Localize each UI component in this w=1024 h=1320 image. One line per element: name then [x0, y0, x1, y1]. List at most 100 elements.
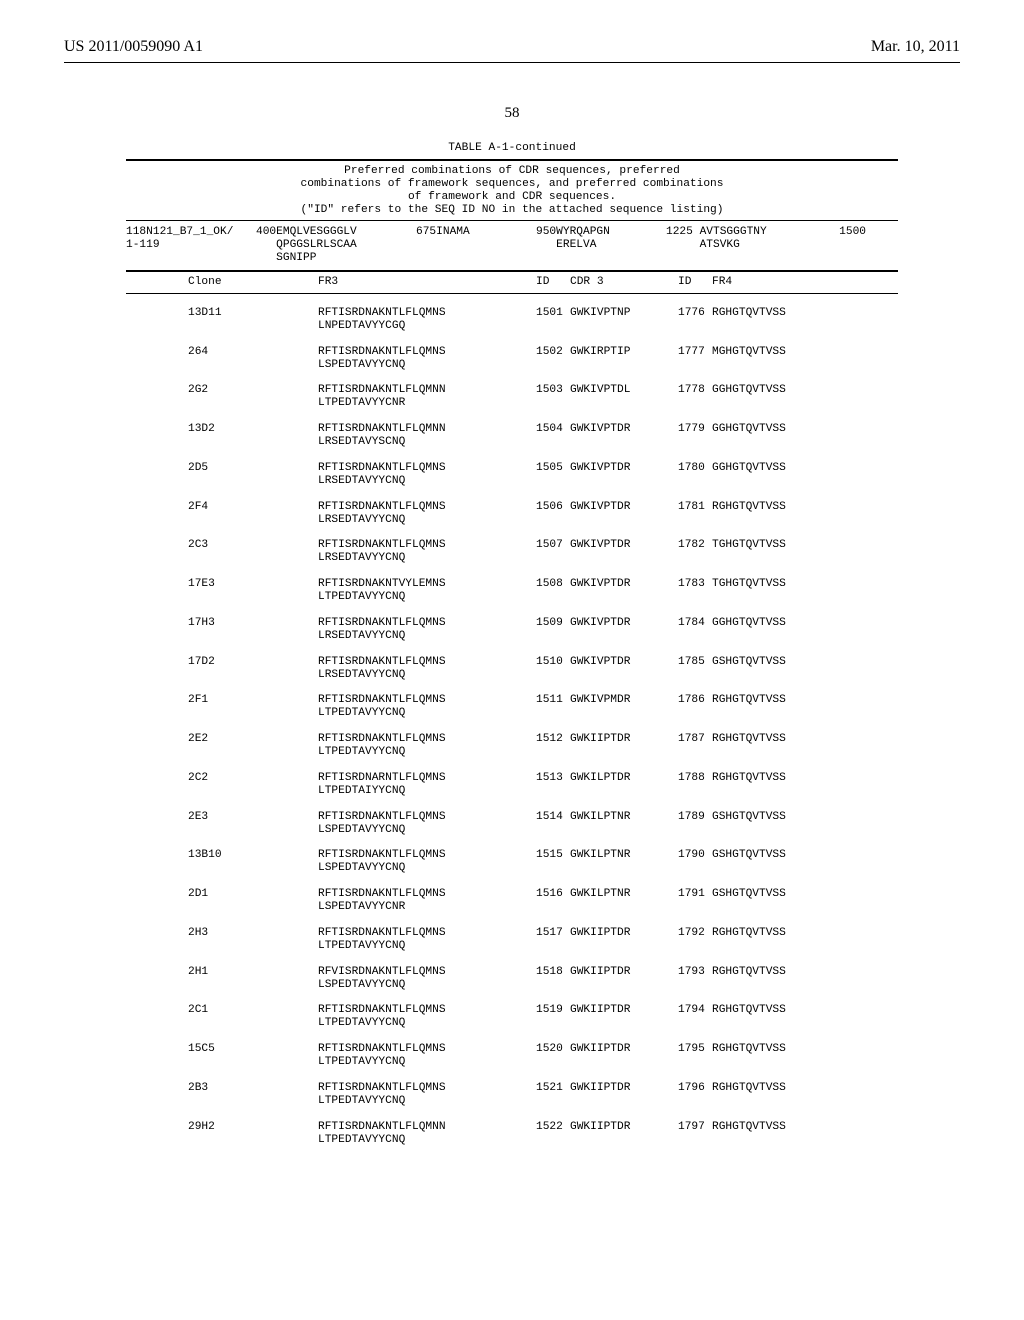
- cell-clone: 2H1: [126, 966, 318, 979]
- cell-id: 1794: [678, 1004, 712, 1017]
- header-rule: [64, 62, 960, 63]
- cell-id: 1506: [536, 501, 570, 514]
- cell-fr4: RGHGTQVTVSS: [712, 966, 898, 979]
- cell-fr3: RFVISRDNAKNTLFLQMNS LSPEDTAVYYCNQ: [318, 966, 536, 992]
- cell-fr4: GGHGTQVTVSS: [712, 423, 898, 436]
- top-col-c: 675INAMA: [416, 226, 536, 265]
- cell-fr3: RFTISRDNAKNTLFLQMNS LNPEDTAVYYCGQ: [318, 307, 536, 333]
- table-row: 2H1RFVISRDNAKNTLFLQMNS LSPEDTAVYYCNQ1518…: [126, 966, 898, 992]
- col-header-fr4: FR4: [712, 276, 898, 289]
- cell-id: 1503: [536, 384, 570, 397]
- cell-clone: 2E3: [126, 811, 318, 824]
- cell-fr4: RGHGTQVTVSS: [712, 1004, 898, 1017]
- cell-id: 1796: [678, 1082, 712, 1095]
- table-body: 13D11RFTISRDNAKNTLFLQMNS LNPEDTAVYYCGQ15…: [126, 307, 898, 1147]
- cell-clone: 2B3: [126, 1082, 318, 1095]
- cell-cdr3: GWKIVPTDR: [570, 501, 678, 514]
- cell-fr3: RFTISRDNAKNTLFLQMNS LSPEDTAVYYCNQ: [318, 849, 536, 875]
- cell-fr3: RFTISRDNAKNTLFLQMNS LRSEDTAVYYCNQ: [318, 617, 536, 643]
- cell-fr4: TGHGTQVTVSS: [712, 539, 898, 552]
- cell-id: 1505: [536, 462, 570, 475]
- cell-cdr3: GWKIIPTDR: [570, 1043, 678, 1056]
- cell-id: 1787: [678, 733, 712, 746]
- table-row: 17D2RFTISRDNAKNTLFLQMNS LRSEDTAVYYCNQ151…: [126, 656, 898, 682]
- table-row: 2D5RFTISRDNAKNTLFLQMNS LRSEDTAVYYCNQ1505…: [126, 462, 898, 488]
- table-row: 13D11RFTISRDNAKNTLFLQMNS LNPEDTAVYYCGQ15…: [126, 307, 898, 333]
- cell-fr3: RFTISRDNAKNTLFLQMNS LRSEDTAVYYCNQ: [318, 539, 536, 565]
- cell-id: 1511: [536, 694, 570, 707]
- cell-fr3: RFTISRDNAKNTLFLQMNS LTPEDTAVYYCNQ: [318, 1004, 536, 1030]
- cell-id: 1502: [536, 346, 570, 359]
- top-col-e: 1225 AVTSGGGTNY ATSVKG: [666, 226, 816, 265]
- cell-cdr3: GWKILPTNR: [570, 888, 678, 901]
- cell-id: 1520: [536, 1043, 570, 1056]
- cell-clone: 13B10: [126, 849, 318, 862]
- cell-id: 1514: [536, 811, 570, 824]
- cell-cdr3: GWKIIPTDR: [570, 966, 678, 979]
- cell-id: 1517: [536, 927, 570, 940]
- table-row: 2F4RFTISRDNAKNTLFLQMNS LRSEDTAVYYCNQ1506…: [126, 501, 898, 527]
- cell-cdr3: GWKIVPTDR: [570, 656, 678, 669]
- cell-id: 1518: [536, 966, 570, 979]
- table-row: 2D1RFTISRDNAKNTLFLQMNS LSPEDTAVYYCNR1516…: [126, 888, 898, 914]
- cell-fr4: GSHGTQVTVSS: [712, 656, 898, 669]
- cell-fr3: RFTISRDNAKNTLFLQMNS LTPEDTAVYYCNQ: [318, 733, 536, 759]
- caption-line: ("ID" refers to the SEQ ID NO in the att…: [126, 204, 898, 217]
- cell-id: 1515: [536, 849, 570, 862]
- cell-fr3: RFTISRDNAKNTLFLQMNN LTPEDTAVYYCNQ: [318, 1121, 536, 1147]
- page-header: US 2011/0059090 A1 Mar. 10, 2011: [0, 0, 1024, 62]
- cell-fr3: RFTISRDNAKNTLFLQMNS LSPEDTAVYYCNQ: [318, 346, 536, 372]
- cell-fr3: RFTISRDNAKNTLFLQMNS LTPEDTAVYYCNQ: [318, 927, 536, 953]
- table-caption: Preferred combinations of CDR sequences,…: [126, 165, 898, 217]
- cell-id: 1508: [536, 578, 570, 591]
- top-col-d: 950WYRQAPGN ERELVA: [536, 226, 666, 265]
- cell-cdr3: GWKIVPTDR: [570, 539, 678, 552]
- cell-clone: 2E2: [126, 733, 318, 746]
- cell-id: 1513: [536, 772, 570, 785]
- top-col-a: 118N121_B7_1_OK/ 1-119: [126, 226, 256, 265]
- cell-fr4: RGHGTQVTVSS: [712, 694, 898, 707]
- cell-fr3: RFTISRDNAKNTLFLQMNS LTPEDTAVYYCNQ: [318, 694, 536, 720]
- cell-id: 1790: [678, 849, 712, 862]
- cell-id: 1778: [678, 384, 712, 397]
- table-row: 2C2RFTISRDNARNTLFLQMNS LTPEDTAIYYCNQ1513…: [126, 772, 898, 798]
- table-row: 2B3RFTISRDNAKNTLFLQMNS LTPEDTAVYYCNQ1521…: [126, 1082, 898, 1108]
- table-row: 17E3RFTISRDNAKNTVYLEMNS LTPEDTAVYYCNQ150…: [126, 578, 898, 604]
- table-row: 29H2RFTISRDNAKNTLFLQMNN LTPEDTAVYYCNQ152…: [126, 1121, 898, 1147]
- cell-fr4: RGHGTQVTVSS: [712, 307, 898, 320]
- table-row: 2C1RFTISRDNAKNTLFLQMNS LTPEDTAVYYCNQ1519…: [126, 1004, 898, 1030]
- cell-clone: 2F1: [126, 694, 318, 707]
- cell-id: 1797: [678, 1121, 712, 1134]
- cell-fr4: MGHGTQVTVSS: [712, 346, 898, 359]
- cell-cdr3: GWKIVPTNP: [570, 307, 678, 320]
- cell-cdr3: GWKIVPMDR: [570, 694, 678, 707]
- cell-id: 1780: [678, 462, 712, 475]
- cell-id: 1501: [536, 307, 570, 320]
- cell-fr3: RFTISRDNAKNTLFLQMNS LTPEDTAVYYCNQ: [318, 1043, 536, 1069]
- cell-fr3: RFTISRDNAKNTLFLQMNS LSPEDTAVYYCNR: [318, 888, 536, 914]
- cell-fr4: RGHGTQVTVSS: [712, 733, 898, 746]
- cell-id: 1777: [678, 346, 712, 359]
- cell-clone: 2H3: [126, 927, 318, 940]
- table-row: 15C5RFTISRDNAKNTLFLQMNS LTPEDTAVYYCNQ152…: [126, 1043, 898, 1069]
- cell-clone: 2F4: [126, 501, 318, 514]
- cell-id: 1783: [678, 578, 712, 591]
- cell-clone: 2C3: [126, 539, 318, 552]
- cell-cdr3: GWKIIPTDR: [570, 1121, 678, 1134]
- cell-clone: 13D2: [126, 423, 318, 436]
- cell-clone: 264: [126, 346, 318, 359]
- cell-id: 1522: [536, 1121, 570, 1134]
- cell-id: 1779: [678, 423, 712, 436]
- cell-id: 1789: [678, 811, 712, 824]
- cell-id: 1781: [678, 501, 712, 514]
- cell-cdr3: GWKILPTNR: [570, 849, 678, 862]
- col-header-clone: Clone: [126, 276, 318, 289]
- cell-fr3: RFTISRDNAKNTLFLQMNS LRSEDTAVYYCNQ: [318, 501, 536, 527]
- caption-line: combinations of framework sequences, and…: [126, 178, 898, 191]
- cell-cdr3: GWKIVPTDR: [570, 462, 678, 475]
- cell-fr3: RFTISRDNAKNTLFLQMNN LRSEDTAVYSCNQ: [318, 423, 536, 449]
- cell-cdr3: GWKIIPTDR: [570, 733, 678, 746]
- table-row: 2F1RFTISRDNAKNTLFLQMNS LTPEDTAVYYCNQ1511…: [126, 694, 898, 720]
- cell-cdr3: GWKIVPTDR: [570, 617, 678, 630]
- cell-clone: 2G2: [126, 384, 318, 397]
